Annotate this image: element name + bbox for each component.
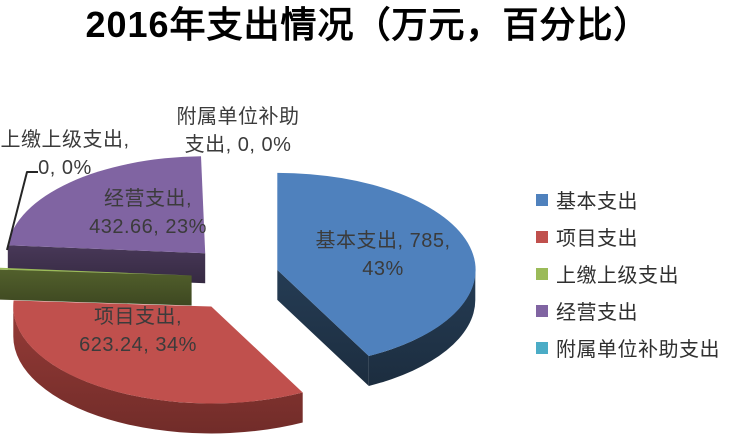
legend-label: 基本支出 — [556, 191, 638, 213]
legend-swatch-affiliated-unit-subsidy — [536, 341, 548, 354]
legend-item-basic-expenditure: 基本支出 — [536, 181, 720, 218]
legend-swatch-basic-expenditure — [536, 193, 548, 206]
pie-slice-project-expenditure — [13, 300, 303, 404]
pie-slice-rim-project-expenditure — [13, 306, 303, 434]
legend: 基本支出 项目支出 上缴上级支出 经营支出 附属单位补助支出 — [536, 181, 720, 366]
legend-swatch-project-expenditure — [536, 230, 548, 243]
legend-item-operating-expenditure: 经营支出 — [536, 292, 720, 329]
legend-swatch-operating-expenditure — [536, 304, 548, 317]
pie-slice-basic-expenditure — [277, 172, 476, 356]
label-leader-line — [6, 171, 38, 251]
legend-label: 项目支出 — [556, 228, 638, 250]
legend-item-affiliated-unit-subsidy: 附属单位补助支出 — [536, 329, 720, 366]
legend-label: 附属单位补助支出 — [556, 339, 720, 361]
pie-slice-operating-expenditure — [7, 156, 206, 254]
legend-swatch-remit-to-superior — [536, 267, 548, 280]
pie-slice-side-remit-to-superior — [0, 269, 192, 306]
legend-item-project-expenditure: 项目支出 — [536, 218, 720, 255]
chart-title: 2016年支出情况（万元，百分比） — [85, 4, 651, 45]
pie-slice-remit-to-superior — [0, 267, 192, 276]
legend-label: 经营支出 — [556, 302, 638, 324]
legend-label: 上缴上级支出 — [556, 265, 679, 287]
legend-item-remit-to-superior: 上缴上级支出 — [536, 255, 720, 292]
pie-slice-rim-basic-expenditure — [368, 269, 476, 386]
pie-slice-side-basic-expenditure — [277, 269, 369, 386]
